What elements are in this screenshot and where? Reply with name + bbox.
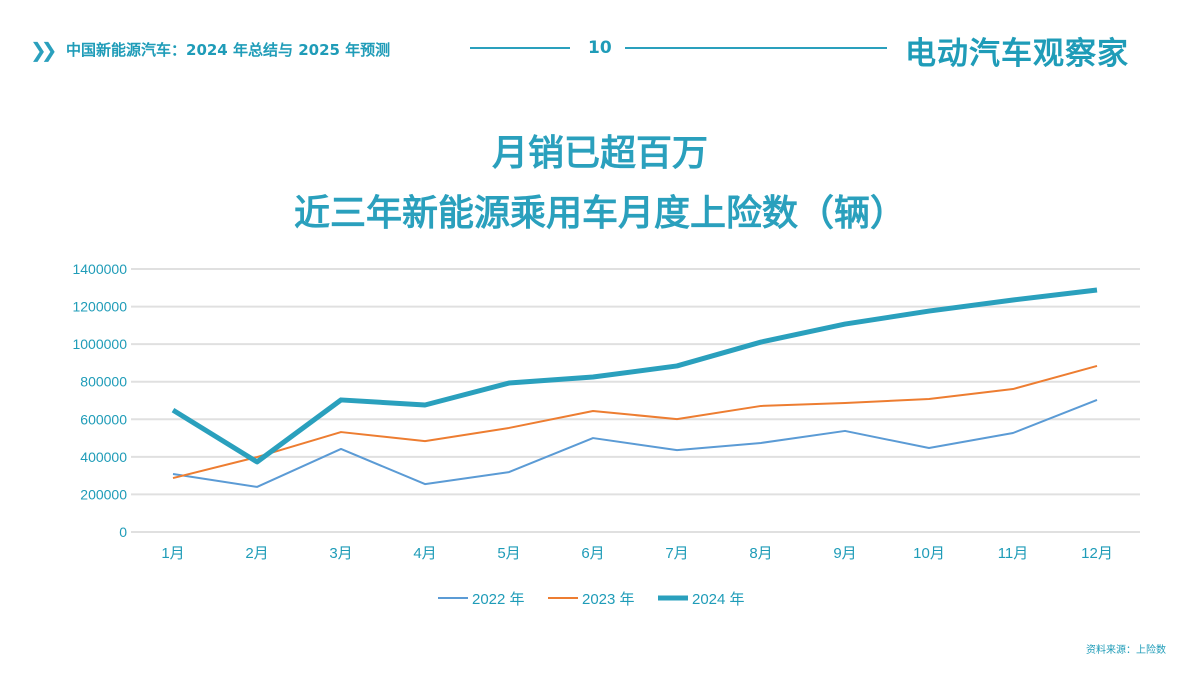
y-tick-label: 1400000 bbox=[72, 261, 127, 277]
header-divider bbox=[470, 47, 570, 49]
y-tick-label: 200000 bbox=[80, 486, 127, 502]
x-tick-label: 5月 bbox=[497, 545, 520, 562]
page-number: 10 bbox=[588, 38, 612, 58]
series-line bbox=[172, 399, 1098, 488]
legend-label: 2022 年 bbox=[472, 591, 525, 608]
brand-logo: 电动汽车观察家 bbox=[905, 36, 1129, 72]
series-line bbox=[171, 287, 1098, 465]
y-tick-label: 1000000 bbox=[72, 336, 127, 352]
series-1 bbox=[172, 399, 1098, 488]
x-tick-label: 9月 bbox=[833, 545, 856, 562]
legend-label: 2023 年 bbox=[582, 591, 635, 608]
y-tick-label: 0 bbox=[119, 524, 127, 540]
x-tick-label: 3月 bbox=[329, 545, 352, 562]
report-title: 中国新能源汽车：2024 年总结与 2025 年预测 bbox=[66, 41, 391, 59]
y-tick-label: 600000 bbox=[80, 411, 127, 427]
x-tick-label: 11月 bbox=[998, 545, 1029, 562]
x-tick-label: 2月 bbox=[245, 545, 268, 562]
header-divider bbox=[625, 47, 887, 49]
series-line bbox=[172, 364, 1098, 480]
x-tick-label: 10月 bbox=[913, 545, 945, 562]
x-tick-label: 1月 bbox=[161, 545, 184, 562]
chart-title: 月销已超百万 bbox=[491, 133, 708, 174]
x-tick-label: 8月 bbox=[749, 545, 772, 562]
x-tick-label: 12月 bbox=[1081, 545, 1113, 562]
x-tick-label: 6月 bbox=[581, 545, 604, 562]
legend-label: 2024 年 bbox=[692, 591, 745, 608]
y-tick-label: 800000 bbox=[80, 374, 127, 390]
y-tick-label: 400000 bbox=[80, 449, 127, 465]
chart-subtitle: 近三年新能源乘用车月度上险数（辆） bbox=[293, 193, 906, 234]
x-tick-label: 4月 bbox=[413, 545, 436, 562]
series-3 bbox=[171, 287, 1098, 465]
series-2 bbox=[172, 364, 1098, 480]
y-tick-label: 1200000 bbox=[72, 299, 127, 315]
x-tick-label: 7月 bbox=[665, 545, 688, 562]
source-note: 资料来源：上险数 bbox=[1086, 645, 1166, 656]
